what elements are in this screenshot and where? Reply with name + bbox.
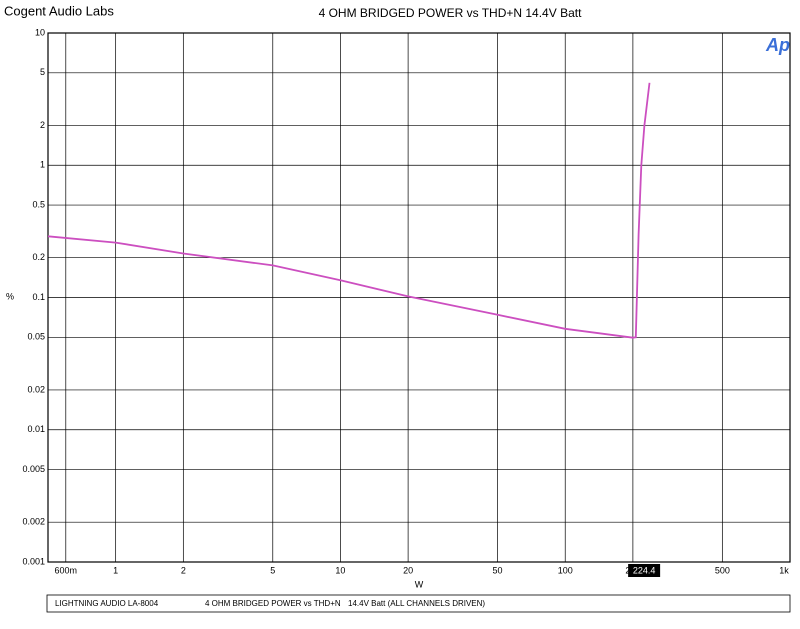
cursor-box xyxy=(628,564,661,577)
y-axis-label: % xyxy=(6,291,14,301)
y-tick-label: 0.001 xyxy=(22,556,45,566)
y-tick-label: 10 xyxy=(35,27,45,37)
y-tick-label: 0.002 xyxy=(22,517,45,527)
x-tick-label: 1k xyxy=(779,565,789,575)
chart-title: 4 OHM BRIDGED POWER vs THD+N 14.4V Batt xyxy=(319,6,583,20)
x-tick-label: 600m xyxy=(55,565,78,575)
footer-box xyxy=(46,594,791,613)
x-tick-label: 100 xyxy=(558,565,573,575)
x-tick-label: 10 xyxy=(335,565,345,575)
y-tick-label: 0.005 xyxy=(22,464,45,474)
y-tick-label: 0.5 xyxy=(32,199,45,209)
y-tick-label: 5 xyxy=(40,67,45,77)
x-tick-label: 1 xyxy=(113,565,118,575)
footer-text: 14.4V Batt (ALL CHANNELS DRIVEN) xyxy=(348,599,485,608)
y-tick-label: 0.1 xyxy=(32,292,45,302)
y-tick-label: 0.05 xyxy=(27,332,45,342)
y-tick-label: 0.02 xyxy=(27,384,45,394)
x-tick-label: 2 xyxy=(181,565,186,575)
y-tick-label: 2 xyxy=(40,120,45,130)
y-tick-label: 1 xyxy=(40,160,45,170)
footer-text: 4 OHM BRIDGED POWER vs THD+N xyxy=(205,599,341,608)
x-tick-label: 500 xyxy=(715,565,730,575)
header: Cogent Audio Labs xyxy=(4,3,114,18)
footer-text: LIGHTNING AUDIO LA-8004 xyxy=(55,599,159,608)
x-tick-label: 5 xyxy=(270,565,275,575)
logo: Ap xyxy=(765,35,790,55)
x-tick-label: 50 xyxy=(493,565,503,575)
y-tick-label: 0.2 xyxy=(32,252,45,262)
data-line xyxy=(47,82,651,339)
x-axis-label: W xyxy=(415,579,424,589)
y-tick-label: 0.01 xyxy=(27,424,45,434)
cursor-label: 224.4 xyxy=(633,565,656,575)
x-tick-label: 20 xyxy=(403,565,413,575)
